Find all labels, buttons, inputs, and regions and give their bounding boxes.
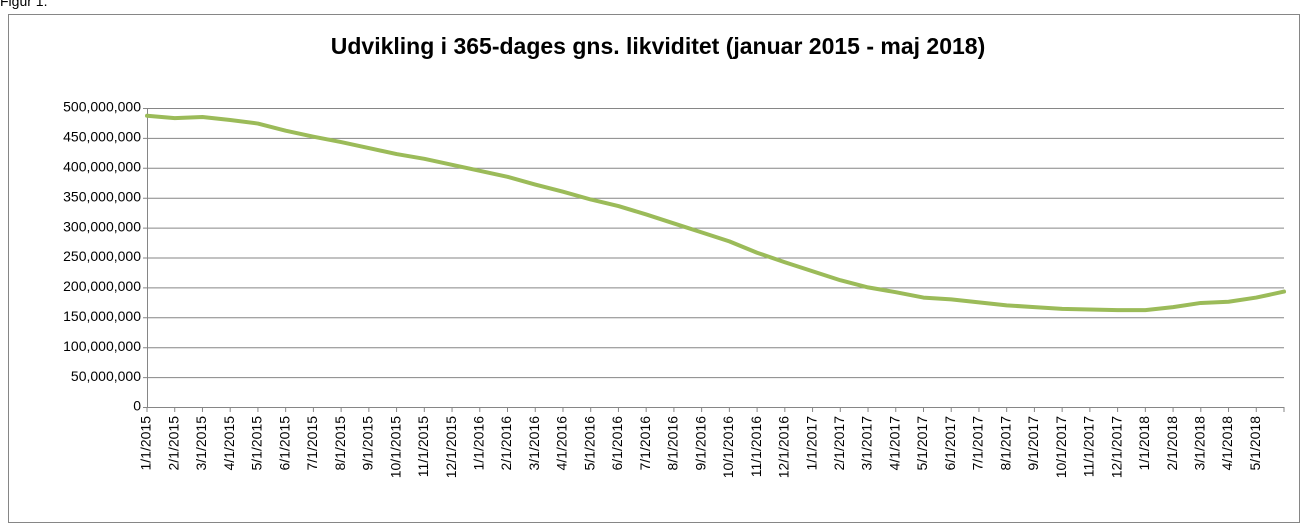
x-tick-label: 4/1/2016 bbox=[554, 416, 570, 471]
x-tick-label: 9/1/2016 bbox=[692, 416, 708, 471]
y-tick-label: 50,000,000 bbox=[71, 368, 141, 384]
x-tick-label: 12/1/2017 bbox=[1108, 416, 1124, 478]
x-tick-label: 5/1/2015 bbox=[249, 416, 265, 471]
chart-title: Udvikling i 365-dages gns. likviditet (j… bbox=[331, 33, 985, 59]
x-tick-label: 11/1/2017 bbox=[1081, 416, 1097, 477]
x-tick-label: 1/1/2018 bbox=[1136, 416, 1152, 471]
chart-border bbox=[8, 14, 1300, 523]
x-tick-label: 11/1/2016 bbox=[748, 416, 764, 477]
x-tick-label: 3/1/2015 bbox=[193, 416, 209, 471]
x-tick-label: 9/1/2015 bbox=[360, 416, 376, 471]
x-tick-label: 1/1/2015 bbox=[138, 416, 154, 471]
x-tick-label: 3/1/2017 bbox=[859, 416, 875, 471]
y-tick-label: 150,000,000 bbox=[63, 308, 141, 324]
x-tick-label: 8/1/2015 bbox=[332, 416, 348, 471]
x-tick-label: 11/1/2015 bbox=[415, 416, 431, 477]
x-tick-label: 3/1/2016 bbox=[526, 416, 542, 471]
y-tick-label: 300,000,000 bbox=[63, 218, 141, 234]
figure-label: Figur 1. bbox=[0, 0, 47, 9]
y-tick-label: 400,000,000 bbox=[63, 159, 141, 175]
x-tick-label: 10/1/2015 bbox=[387, 416, 403, 478]
data-line bbox=[145, 113, 1286, 313]
x-tick-label: 5/1/2016 bbox=[581, 416, 597, 471]
x-tick-label: 6/1/2015 bbox=[276, 416, 292, 471]
x-tick-label: 4/1/2018 bbox=[1219, 416, 1235, 471]
x-tick-label: 6/1/2017 bbox=[942, 416, 958, 471]
x-tick-label: 6/1/2016 bbox=[609, 416, 625, 471]
x-tick-label: 12/1/2015 bbox=[443, 416, 459, 478]
y-tick-label: 250,000,000 bbox=[63, 248, 141, 264]
x-tick-label: 8/1/2016 bbox=[665, 416, 681, 471]
x-tick-label: 1/1/2016 bbox=[470, 416, 486, 471]
x-tick-label: 12/1/2016 bbox=[776, 416, 792, 478]
x-tick-label: 2/1/2018 bbox=[1164, 416, 1180, 471]
x-tick-label: 7/1/2017 bbox=[970, 416, 986, 471]
x-tick-label: 4/1/2015 bbox=[221, 416, 237, 471]
x-tick-label: 10/1/2016 bbox=[720, 416, 736, 478]
y-tick-label: 450,000,000 bbox=[63, 129, 141, 145]
y-tick-label: 500,000,000 bbox=[63, 99, 141, 115]
x-tick-label: 3/1/2018 bbox=[1192, 416, 1208, 471]
x-tick-label: 4/1/2017 bbox=[886, 416, 902, 471]
y-tick-label: 0 bbox=[133, 398, 141, 414]
x-tick-label: 7/1/2015 bbox=[304, 416, 320, 471]
x-tick-label: 2/1/2017 bbox=[831, 416, 847, 471]
x-tick-label: 8/1/2017 bbox=[997, 416, 1013, 471]
x-tick-label: 9/1/2017 bbox=[1025, 416, 1041, 471]
x-tick-label: 1/1/2017 bbox=[803, 416, 819, 471]
x-tick-label: 5/1/2018 bbox=[1247, 416, 1263, 471]
y-tick-label: 350,000,000 bbox=[63, 188, 141, 204]
x-tick-label: 5/1/2017 bbox=[914, 416, 930, 471]
x-tick-label: 10/1/2017 bbox=[1053, 416, 1069, 478]
x-tick-label: 2/1/2015 bbox=[165, 416, 181, 471]
x-tick-label: 2/1/2016 bbox=[498, 416, 514, 471]
y-tick-label: 200,000,000 bbox=[63, 278, 141, 294]
y-tick-label: 100,000,000 bbox=[63, 338, 141, 354]
x-tick-label: 7/1/2016 bbox=[637, 416, 653, 471]
